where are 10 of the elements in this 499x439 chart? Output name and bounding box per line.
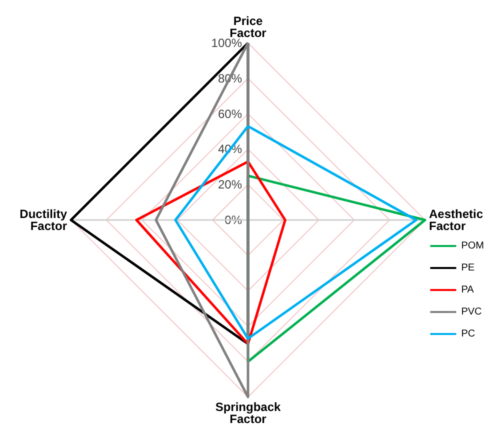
legend-label: PC <box>461 328 476 340</box>
y-tick-label: 60% <box>218 106 242 121</box>
legend-label: PA <box>461 284 474 296</box>
spoke-label: Ductility Factor <box>20 207 68 233</box>
legend-label: PE <box>461 262 475 274</box>
legend-label: POM <box>461 240 484 252</box>
spoke-label: Aesthetic Factor <box>429 207 484 233</box>
spoke-label: Springback Factor <box>215 400 281 426</box>
legend-label: PVC <box>461 306 482 318</box>
y-tick-label: 20% <box>218 178 242 192</box>
